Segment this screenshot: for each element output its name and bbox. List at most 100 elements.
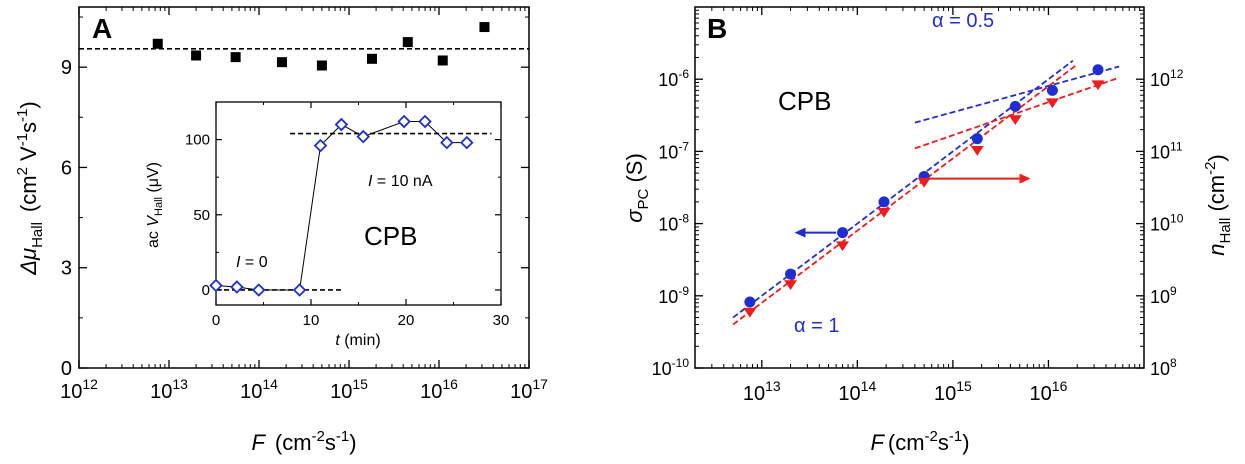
inset-x-tick-label: 20 xyxy=(398,312,415,329)
data-point-triangle xyxy=(1045,98,1059,109)
inset-plot-frame xyxy=(215,101,502,306)
inset-data-point-diamond xyxy=(440,135,454,150)
data-point-circle xyxy=(1046,84,1058,96)
y-tick-label: 10-6 xyxy=(658,67,689,90)
inset-x-tick-label: 10 xyxy=(303,312,320,329)
inset-y-label: ac VHall (μV) xyxy=(145,162,165,248)
panel-b-data-points xyxy=(743,64,1105,318)
data-point-triangle xyxy=(917,177,931,188)
x-tick-label: 1012 xyxy=(60,376,98,403)
inset-y-tick-label: 0 xyxy=(202,282,210,299)
x-tick-label: 1013 xyxy=(743,378,781,405)
inset-y-tick-label: 50 xyxy=(193,207,210,224)
inset-data-point-diamond xyxy=(209,278,223,293)
inset-data-point-diamond xyxy=(418,114,432,129)
panel-a-x-label: F (cm-2s-1) xyxy=(251,428,356,455)
inset-annotation-cpb: CPB xyxy=(364,221,417,251)
data-point-circle xyxy=(971,133,983,145)
y-tick-label: 6 xyxy=(61,157,72,179)
inset-annotation-i-zero: I = 0 xyxy=(236,254,268,271)
inset-x-tick-label: 30 xyxy=(493,312,510,329)
panel-b-left-y-axis: 10-10 10-9 10-8 10-7 10-6 xyxy=(652,9,703,379)
fit-line xyxy=(914,65,1120,124)
inset-chart: 0 10 20 30 0 50 100 I = 0 I = 10 nA CPB t (mi… xyxy=(145,101,510,349)
y-tick-label: 10-8 xyxy=(658,212,689,235)
panel-a-y-label: ΔμHall(cm2 V-1s-1) xyxy=(14,101,46,275)
inset-data-points xyxy=(209,114,474,297)
panel-b-x-axis: 1013 1014 1015 1016 xyxy=(694,7,1141,405)
panel-b-y-label: σPC (S) xyxy=(622,153,652,223)
inset-x-axis: 0 10 20 30 xyxy=(212,102,510,329)
y-tick-label: 10-7 xyxy=(658,139,689,162)
y-tick-label: 0 xyxy=(61,358,72,380)
panel-b-annotation-cpb: CPB xyxy=(778,86,831,116)
data-point-square xyxy=(152,38,163,49)
data-point-square xyxy=(230,52,241,63)
inset-data-point-diamond xyxy=(397,114,411,129)
x-tick-label: 1014 xyxy=(240,376,278,403)
data-point-triangle xyxy=(743,307,757,318)
inset-data-point-diamond xyxy=(251,283,266,297)
y-tick-label: 9 xyxy=(61,57,72,79)
x-tick-label: 1015 xyxy=(934,378,972,405)
data-point-square xyxy=(479,22,490,33)
data-point-square xyxy=(366,53,377,64)
panel-b-label: B xyxy=(707,13,727,44)
data-point-circle xyxy=(1009,100,1021,112)
data-point-circle xyxy=(1092,64,1104,76)
y2-tick-label: 108 xyxy=(1150,356,1177,379)
x-tick-label: 1014 xyxy=(838,378,876,405)
y-tick-label: 10-9 xyxy=(658,284,689,307)
data-point-square xyxy=(316,60,327,71)
panel-b-y2-label: nHall (cm-2) xyxy=(1202,154,1234,256)
panel-b-plot-frame xyxy=(694,6,1145,369)
panel-a-y-axis: 0 3 6 9 xyxy=(61,16,529,380)
inset-x-label: t (min) xyxy=(335,332,380,349)
panel-a: A 1012 1013 1014 1015 1016 1017 0 3 6 9 F (cm-2s-… xyxy=(14,6,548,455)
inset-data-point-diamond xyxy=(292,283,307,297)
inset-data-point-diamond xyxy=(230,280,244,294)
inset-data-point-diamond xyxy=(460,135,474,150)
panel-b-right-y-axis: 108 109 1010 1011 1012 xyxy=(1136,9,1184,379)
x-tick-label: 1013 xyxy=(150,376,188,403)
inset-data-point-diamond xyxy=(356,129,371,144)
data-point-circle xyxy=(785,268,797,280)
panel-b-annotation-alpha-half: α = 0.5 xyxy=(932,10,994,32)
data-point-triangle xyxy=(836,241,850,252)
inset-y-tick-label: 100 xyxy=(185,132,210,149)
data-point-triangle xyxy=(1091,80,1105,91)
panel-b-x-label: F (cm-2s-1) xyxy=(870,428,969,455)
x-tick-label: 1017 xyxy=(510,376,548,403)
y2-tick-label: 1011 xyxy=(1150,139,1183,162)
x-tick-label: 1016 xyxy=(420,376,458,403)
data-point-triangle xyxy=(970,145,984,156)
inset-annotation-i-10na: I = 10 nA xyxy=(368,173,433,190)
x-tick-label: 1015 xyxy=(330,376,368,403)
data-point-circle xyxy=(744,296,756,308)
inset-data-point-diamond xyxy=(313,138,328,153)
inset-x-tick-label: 0 xyxy=(212,312,220,329)
axis-arrow-head xyxy=(794,227,806,238)
x-tick-label: 1016 xyxy=(1030,378,1068,405)
panel-b-annotation-alpha-one: α = 1 xyxy=(794,315,839,337)
data-point-circle xyxy=(837,227,849,239)
data-point-square xyxy=(437,55,448,66)
panel-b-axis-arrows xyxy=(794,173,1031,238)
data-point-square xyxy=(276,57,287,68)
data-point-square xyxy=(191,50,202,61)
panel-a-plot-frame xyxy=(78,6,530,369)
axis-arrow-head xyxy=(1019,173,1031,184)
data-point-triangle xyxy=(784,280,798,290)
inset-y-axis: 0 50 100 xyxy=(185,132,501,299)
data-point-triangle xyxy=(877,208,891,218)
y-tick-label: 10-10 xyxy=(652,356,690,379)
panel-a-label: A xyxy=(92,13,112,44)
fit-line xyxy=(914,76,1120,150)
panel-b: B 1013 1014 1015 1016 10-10 10-9 10-8 10-7 10-6… xyxy=(622,6,1234,455)
data-point-circle xyxy=(878,196,890,208)
y2-tick-label: 1010 xyxy=(1150,212,1184,235)
inset-data-point-diamond xyxy=(334,117,349,132)
y-tick-label: 3 xyxy=(61,258,72,280)
data-point-triangle xyxy=(1008,115,1022,125)
